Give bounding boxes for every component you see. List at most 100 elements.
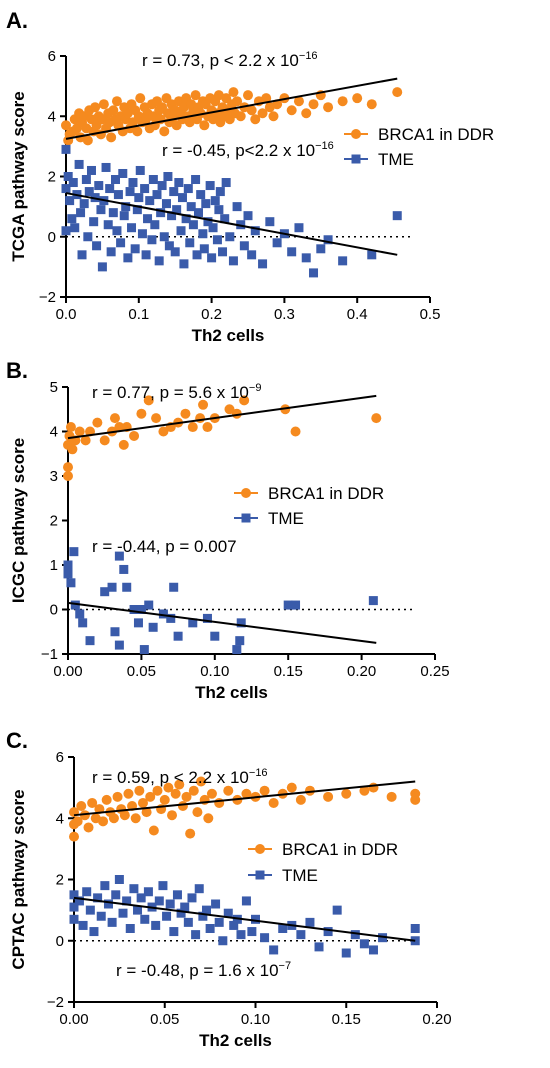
data-point-tme (314, 942, 324, 952)
y-tick-label: 2 (50, 513, 58, 530)
data-point-tme (89, 927, 99, 937)
data-point-brca1 (82, 135, 93, 146)
data-point-tme (125, 187, 135, 197)
data-point-brca1 (118, 439, 129, 450)
data-point-tme (158, 881, 168, 891)
data-point-tme (154, 896, 164, 906)
data-point-brca1 (98, 99, 109, 110)
y-axis-title: TCGA pathway score (9, 91, 28, 261)
data-point-tme (218, 247, 228, 257)
data-point-tme (378, 933, 388, 943)
data-point-brca1 (290, 426, 301, 437)
x-tick-label: 0.1 (128, 306, 149, 323)
data-point-tme (228, 256, 238, 266)
data-point-brca1 (366, 99, 377, 110)
data-point-tme (203, 217, 213, 227)
data-point-tme (163, 172, 173, 181)
regression-line-brca1 (73, 780, 416, 817)
data-point-tme (128, 178, 138, 188)
x-tick-label: 0.15 (332, 1011, 361, 1028)
data-point-brca1 (301, 108, 312, 119)
data-point-tme (96, 205, 106, 215)
data-point-tme (291, 600, 301, 610)
data-point-tme (103, 899, 113, 909)
data-point-tme (367, 250, 377, 260)
data-point-tme (198, 229, 208, 239)
data-point-brca1 (92, 417, 103, 428)
data-point-tme (214, 917, 224, 927)
data-point-tme (114, 875, 124, 884)
y-tick-label: 6 (56, 749, 64, 766)
x-tick-label: 0.05 (150, 1011, 179, 1028)
data-point-tme (150, 220, 160, 230)
y-tick-label: 0 (56, 933, 64, 950)
data-point-brca1 (243, 90, 253, 101)
data-point-tme (70, 600, 80, 610)
correlation-annotation: r = 0.77, p = 5.6 x 10−9 (92, 382, 261, 402)
data-point-tme (258, 259, 268, 269)
data-point-tme (305, 917, 315, 927)
data-point-tme (76, 208, 86, 218)
data-point-brca1 (268, 797, 279, 808)
data-point-brca1 (392, 87, 403, 98)
data-point-tme (70, 223, 80, 233)
data-point-tme (100, 587, 110, 597)
data-point-brca1 (65, 422, 76, 433)
data-point-tme (74, 896, 84, 906)
data-point-tme (75, 609, 85, 619)
data-point-brca1 (239, 395, 250, 406)
data-point-tme (201, 199, 211, 209)
data-point-tme (118, 908, 128, 918)
data-point-tme (159, 232, 169, 242)
regression-line-tme (67, 601, 377, 644)
data-point-tme (211, 899, 221, 909)
y-axis-title: ICGC pathway score (9, 438, 28, 603)
data-point-tme (121, 202, 131, 212)
data-point-tme (123, 253, 133, 263)
data-point-tme (78, 618, 88, 628)
data-point-tme (140, 914, 150, 924)
data-point-tme (174, 178, 184, 188)
data-point-tme (172, 890, 182, 900)
data-point-brca1 (90, 102, 101, 113)
data-point-brca1 (101, 794, 112, 805)
data-point-tme (63, 569, 73, 579)
data-point-tme (135, 165, 145, 175)
data-point-tme (180, 902, 190, 912)
x-axis-title: Th2 cells (195, 683, 268, 702)
data-point-tme (247, 250, 257, 260)
data-point-brca1 (359, 785, 370, 796)
data-point-tme (129, 884, 139, 894)
data-point-tme (154, 256, 164, 266)
data-point-brca1 (159, 794, 170, 805)
x-axis-title: Th2 cells (199, 1031, 272, 1050)
data-point-tme (392, 211, 402, 221)
data-point-tme (136, 893, 146, 903)
panel-label: B. (6, 358, 28, 383)
y-tick-label: 3 (50, 468, 58, 485)
data-point-brca1 (148, 825, 159, 836)
data-point-tme (176, 908, 186, 918)
correlation-annotation: r = -0.45, p<2.2 x 10−16 (162, 140, 334, 160)
data-point-tme (111, 890, 121, 900)
data-point-brca1 (76, 801, 87, 811)
y-tick-label: −2 (47, 994, 64, 1011)
data-point-tme (410, 924, 420, 933)
data-point-tme (132, 205, 142, 215)
data-point-brca1 (167, 810, 178, 821)
data-point-tme (210, 631, 220, 641)
data-point-tme (176, 226, 186, 236)
data-point-tme (108, 208, 118, 218)
annotation-exponent: −16 (315, 140, 334, 152)
data-point-tme (323, 927, 333, 937)
data-point-brca1 (61, 120, 71, 131)
data-point-brca1 (99, 435, 110, 446)
x-tick-label: 0.2 (201, 306, 222, 323)
data-point-tme (66, 578, 76, 588)
data-point-tme (85, 905, 95, 915)
data-point-tme (143, 214, 153, 224)
data-point-tme (278, 924, 288, 933)
data-point-tme (181, 214, 191, 224)
data-point-brca1 (268, 111, 279, 122)
data-point-tme (210, 196, 220, 206)
